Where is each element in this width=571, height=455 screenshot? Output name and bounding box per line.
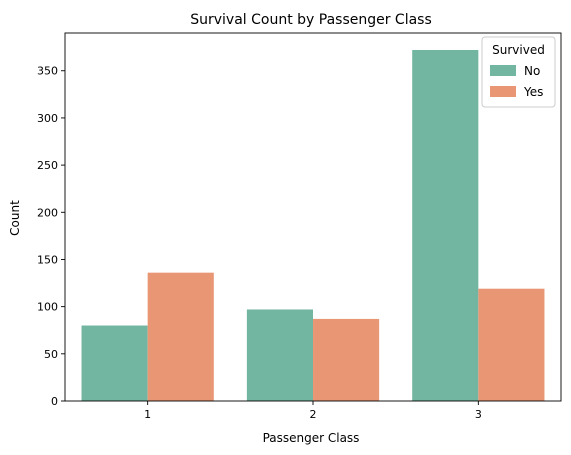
y-tick-label: 350: [37, 65, 58, 78]
y-tick-label: 100: [37, 301, 58, 314]
legend-swatch-no: [490, 65, 516, 76]
legend-label-yes: Yes: [523, 85, 543, 99]
y-tick-label: 300: [37, 112, 58, 125]
x-axis-label: Passenger Class: [263, 431, 360, 445]
bar-yes-class-1: [147, 272, 214, 401]
bar-no-class-2: [246, 309, 313, 401]
x-tick-label: 2: [310, 408, 317, 421]
bar-yes-class-2: [313, 318, 380, 401]
legend-label-no: No: [524, 64, 540, 78]
y-tick-label: 150: [37, 253, 58, 266]
y-tick-label: 50: [44, 348, 58, 361]
legend-title: Survived: [492, 43, 545, 57]
bar-no-class-3: [412, 49, 479, 401]
bar-yes-class-3: [478, 288, 545, 401]
bar-no-class-1: [81, 325, 148, 401]
x-tick-label: 3: [475, 408, 482, 421]
legend-swatch-yes: [490, 86, 516, 97]
y-tick-label: 200: [37, 206, 58, 219]
plot-area: 0 50 100 150 200 250 300 350 1 2 3 Survived No Yes: [37, 32, 562, 421]
y-tick-label: 250: [37, 159, 58, 172]
y-tick-label: 0: [51, 395, 58, 408]
x-tick-label: 1: [144, 408, 151, 421]
chart-title: Survival Count by Passenger Class: [190, 12, 432, 28]
y-axis-label: Count: [8, 200, 22, 236]
